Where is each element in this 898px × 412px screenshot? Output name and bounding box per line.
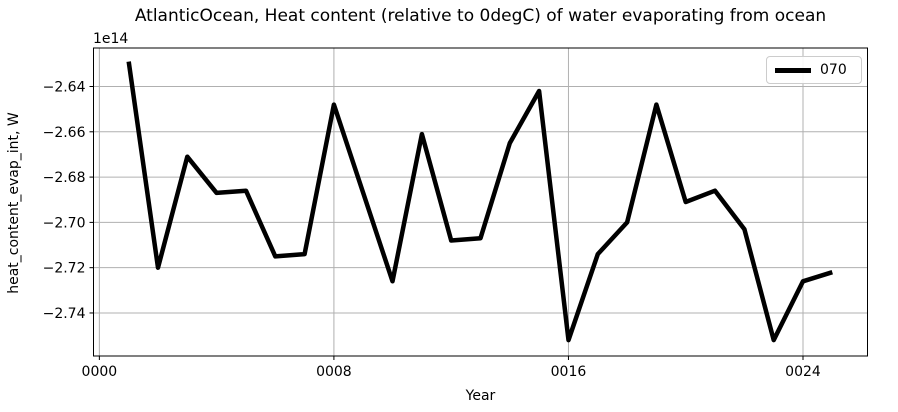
y-tick-label: −2.64: [43, 80, 86, 96]
x-tick-label: 0016: [551, 364, 587, 380]
y-tick-label: −2.74: [43, 306, 86, 322]
y-tick-label: −2.72: [43, 261, 86, 277]
series-line-070: [126, 61, 833, 343]
y-tick-label: −2.68: [43, 170, 86, 186]
legend: 070: [766, 56, 862, 84]
x-tick-label: 0024: [785, 364, 821, 380]
chart-title: AtlanticOcean, Heat content (relative to…: [134, 6, 827, 26]
x-axis-label: Year: [465, 388, 496, 404]
y-tick-label: −2.70: [43, 215, 86, 231]
axes-spines: [93, 47, 868, 357]
x-tick-label: 0008: [316, 364, 352, 380]
y-tick-label: −2.66: [43, 125, 86, 141]
y-axis-offset-text: 1e14: [93, 31, 129, 47]
legend-line-sample: [775, 67, 811, 73]
legend-series-label: 070: [820, 62, 847, 78]
x-tick-label: 0000: [82, 364, 118, 380]
